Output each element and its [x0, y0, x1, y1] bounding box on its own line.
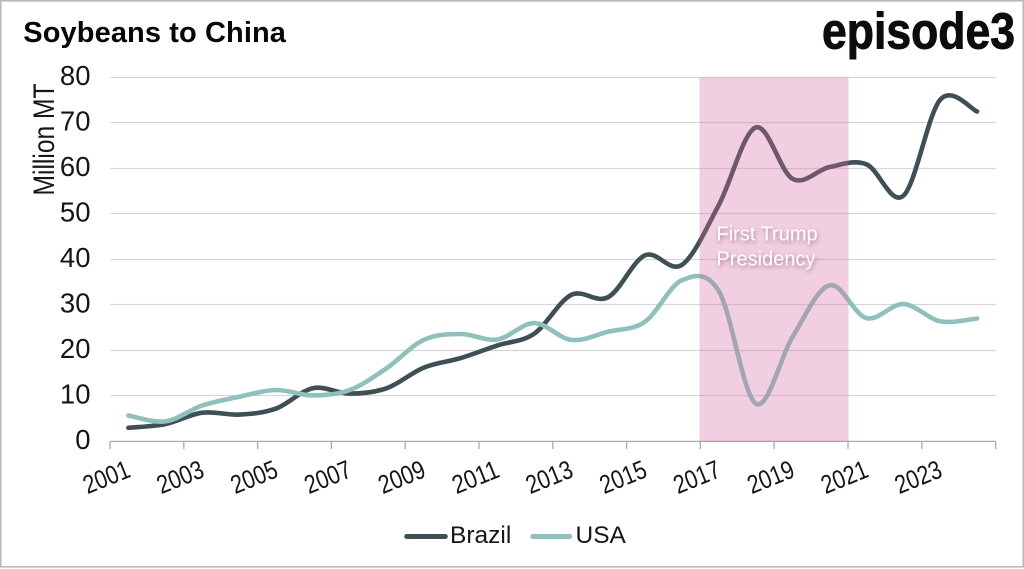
- svg-text:First Trump: First Trump: [717, 224, 818, 246]
- svg-text:20: 20: [60, 333, 91, 364]
- svg-text:50: 50: [60, 196, 91, 227]
- svg-text:episode3: episode3: [822, 3, 1015, 60]
- svg-text:40: 40: [60, 242, 91, 273]
- svg-text:Soybeans to China: Soybeans to China: [23, 17, 287, 49]
- svg-text:60: 60: [60, 151, 91, 182]
- svg-text:30: 30: [60, 287, 91, 318]
- svg-text:80: 80: [60, 60, 91, 91]
- svg-text:10: 10: [60, 378, 91, 409]
- svg-text:USA: USA: [576, 522, 627, 549]
- svg-text:0: 0: [75, 424, 90, 455]
- svg-text:Brazil: Brazil: [450, 522, 511, 549]
- svg-text:Presidency: Presidency: [717, 249, 816, 271]
- svg-text:70: 70: [60, 105, 91, 136]
- svg-text:Million MT: Million MT: [28, 84, 61, 196]
